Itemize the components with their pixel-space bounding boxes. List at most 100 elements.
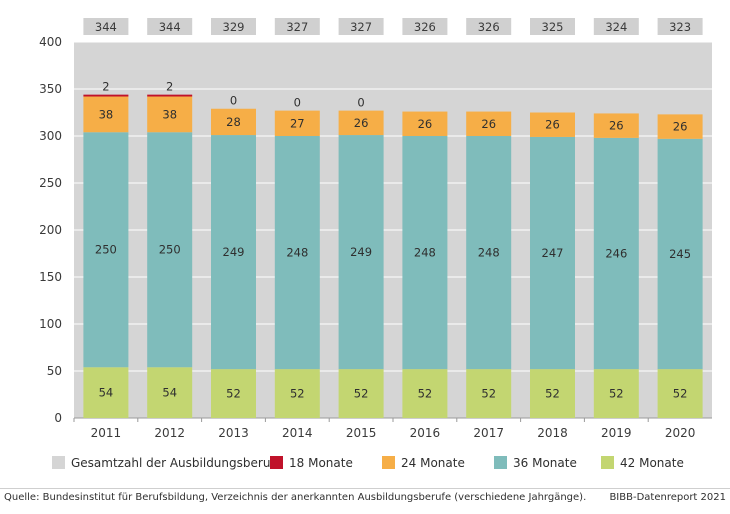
data-label: 52	[418, 387, 433, 401]
legend-36-monate-swatch	[494, 456, 507, 469]
segment-24-monate	[466, 111, 512, 136]
data-label: 246	[605, 247, 627, 261]
x-tick-label: 2015	[346, 426, 377, 440]
segment-24-monate	[402, 111, 448, 136]
legend-42-monate-label: 42 Monate	[620, 456, 684, 470]
segment-42-monate	[211, 369, 256, 418]
data-label: 26	[673, 120, 688, 134]
data-label: 52	[226, 387, 241, 401]
total-badge	[211, 18, 256, 35]
footer-divider	[0, 488, 730, 489]
segment-24-monate	[211, 108, 256, 136]
data-label: 249	[223, 245, 245, 259]
y-tick-label: 200	[39, 223, 62, 237]
data-label-18-monate: 2	[166, 80, 173, 94]
data-label: 250	[159, 243, 181, 257]
total-badge	[530, 18, 575, 35]
segment-36-monate	[274, 136, 320, 370]
segment-36-monate	[338, 135, 384, 370]
segment-24-monate	[338, 110, 384, 136]
segment-24-monate	[593, 113, 639, 138]
data-label-18-monate: 2	[102, 80, 109, 94]
data-label: 54	[162, 386, 177, 400]
total-badge	[83, 18, 129, 35]
x-tick-label: 2011	[91, 426, 122, 440]
data-label: 250	[95, 243, 117, 257]
y-tick-label: 350	[39, 82, 62, 96]
data-label: 38	[99, 107, 114, 121]
x-tick-label: 2012	[154, 426, 185, 440]
data-label: 27	[290, 116, 305, 130]
total-badge	[147, 18, 193, 35]
total-value-label: 326	[414, 20, 436, 34]
total-value-label: 344	[95, 20, 117, 34]
y-tick-label: 150	[39, 270, 62, 284]
stacked-bar-chart: 0501001502002503003504002011344542503822…	[39, 18, 712, 470]
data-label: 248	[286, 246, 308, 260]
y-tick-label: 400	[39, 35, 62, 49]
total-badge	[402, 18, 448, 35]
total-value-label: 325	[542, 20, 564, 34]
total-value-label: 329	[223, 20, 245, 34]
data-label: 38	[162, 107, 177, 121]
legend-total-label: Gesamtzahl der Ausbildungsberufe	[71, 456, 282, 470]
segment-36-monate	[147, 132, 193, 368]
legend-36-monate-label: 36 Monate	[513, 456, 577, 470]
segment-42-monate	[83, 367, 129, 418]
legend-24-monate-label: 24 Monate	[401, 456, 465, 470]
total-value-label: 344	[159, 20, 181, 34]
y-tick-label: 100	[39, 317, 62, 331]
segment-18-monate	[83, 94, 129, 97]
y-tick-label: 0	[54, 411, 62, 425]
segment-24-monate	[274, 110, 320, 136]
y-tick-label: 250	[39, 176, 62, 190]
data-label: 52	[545, 387, 560, 401]
total-badge	[466, 18, 512, 35]
x-tick-label: 2019	[601, 426, 632, 440]
x-tick-label: 2013	[218, 426, 249, 440]
data-label: 52	[609, 387, 624, 401]
data-label: 28	[226, 115, 241, 129]
segment-24-monate	[530, 112, 575, 137]
segment-42-monate	[466, 369, 512, 418]
data-label-18-monate: 0	[230, 94, 237, 108]
segment-36-monate	[466, 136, 512, 370]
total-value-label: 324	[605, 20, 627, 34]
total-badge	[274, 18, 320, 35]
segment-42-monate	[593, 369, 639, 418]
legend-18-monate-swatch	[270, 456, 283, 469]
data-label: 26	[609, 119, 624, 133]
total-value-label: 323	[669, 20, 691, 34]
data-label: 52	[673, 387, 688, 401]
legend-18-monate-label: 18 Monate	[289, 456, 353, 470]
segment-24-monate	[657, 114, 703, 139]
segment-36-monate	[593, 137, 639, 370]
data-label-18-monate: 0	[357, 96, 364, 110]
data-label: 26	[354, 116, 369, 130]
total-value-label: 326	[478, 20, 500, 34]
data-label: 54	[99, 386, 114, 400]
legend-total-swatch	[52, 456, 65, 469]
segment-42-monate	[530, 369, 575, 418]
x-tick-label: 2016	[410, 426, 441, 440]
y-tick-label: 300	[39, 129, 62, 143]
data-label: 245	[669, 247, 691, 261]
segment-36-monate	[402, 136, 448, 370]
total-value-label: 327	[286, 20, 308, 34]
x-tick-label: 2020	[665, 426, 696, 440]
total-badge	[593, 18, 639, 35]
report-credit: BIBB-Datenreport 2021	[609, 492, 726, 503]
data-label: 52	[290, 387, 305, 401]
data-label: 247	[542, 246, 564, 260]
data-label: 249	[350, 245, 372, 259]
source-note: Quelle: Bundesinstitut für Berufsbildung…	[4, 492, 587, 503]
x-tick-label: 2018	[537, 426, 568, 440]
data-label-18-monate: 0	[294, 96, 301, 110]
segment-36-monate	[530, 136, 575, 370]
legend-42-monate-swatch	[601, 456, 614, 469]
total-value-label: 327	[350, 20, 372, 34]
total-badge	[657, 18, 703, 35]
segment-42-monate	[274, 369, 320, 418]
segment-42-monate	[402, 369, 448, 418]
segment-36-monate	[83, 132, 129, 368]
